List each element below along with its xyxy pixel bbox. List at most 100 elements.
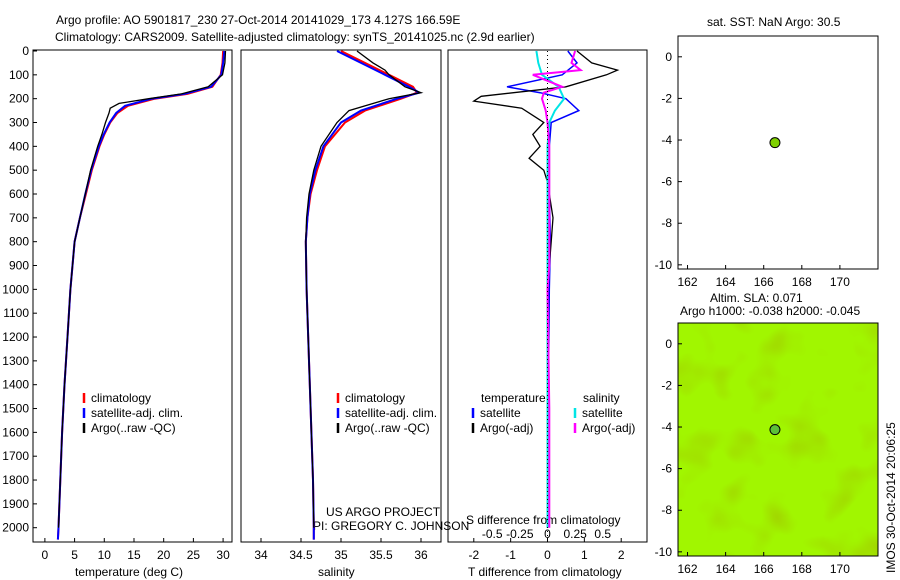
depth-tick-label: 800 (9, 235, 29, 249)
sla_map-y-tick-label: 0 (665, 337, 672, 351)
temperature-x-tick-label: 0 (42, 548, 49, 562)
difference-top-tick-label: -0.5 (482, 527, 503, 541)
sst_map-y-tick-label: -6 (661, 175, 672, 189)
temperature-satellite-line (56, 50, 226, 540)
sla_map-x-tick-label: 164 (716, 562, 736, 576)
sst_map-y-tick-label: -4 (661, 133, 672, 147)
salinity-legend-label: satellite-adj. clim. (345, 406, 437, 420)
temperature-x-tick-label: 30 (216, 548, 230, 562)
sla-map-frame (677, 322, 879, 557)
sla_map-y-tick-label: -8 (661, 503, 672, 517)
temperature-x-tick-label: 25 (187, 548, 201, 562)
depth-tick-label: 2000 (2, 521, 29, 535)
sla_map-x-tick-label: 162 (678, 562, 698, 576)
temperature-x-tick-label: 15 (127, 548, 141, 562)
depth-tick-label: 700 (9, 211, 29, 225)
figure-title-line2: Climatology: CARS2009. Satellite-adjuste… (55, 30, 535, 44)
depth-tick-label: 600 (9, 187, 29, 201)
difference-x-tick-label: 0 (544, 548, 551, 562)
difference-legend-temp-label: satellite (480, 406, 521, 420)
sst_map-y-tick-label: 0 (665, 50, 672, 64)
salinity-argo-line (305, 50, 424, 528)
depth-tick-label: 900 (9, 259, 29, 273)
depth-tick-label: 1600 (2, 425, 29, 439)
salinity-x-tick-label: 34.5 (289, 548, 313, 562)
difference-x-tick-label: -1 (505, 548, 516, 562)
figure-title-line1: Argo profile: AO 5901817_230 27-Oct-2014… (56, 13, 460, 27)
sst-map-title: sat. SST: NaN Argo: 30.5 (707, 15, 841, 29)
temperature-x-tick-label: 20 (157, 548, 171, 562)
sla_map-y-tick-label: -10 (655, 545, 673, 559)
sst_map-x-tick-label: 168 (792, 275, 812, 289)
sla_map-x-tick-label: 170 (830, 562, 850, 576)
temperature-x-tick-label: 5 (71, 548, 78, 562)
t-diff-argo-line (472, 50, 620, 528)
depth-tick-label: 300 (9, 116, 29, 130)
difference-top-tick-label: -0.25 (506, 527, 534, 541)
sla-map-field (678, 323, 878, 556)
difference-top-tick-label: 0 (544, 527, 551, 541)
difference-x-tick-label: -2 (468, 548, 479, 562)
temperature-climatology-line (56, 50, 225, 540)
sla_map-y-tick-label: -4 (661, 420, 672, 434)
project-annotation-line2: PI: GREGORY C. JOHNSON (313, 519, 469, 533)
difference-legend-sal-label: Argo(-adj) (582, 421, 635, 435)
sla_map-y-tick-label: -2 (661, 378, 672, 392)
sla_map-argo-position-dot (769, 424, 781, 436)
salinity-x-tick-label: 36 (414, 548, 428, 562)
difference-xlabel: T difference from climatology (468, 565, 622, 579)
difference-legend-header: salinity (583, 391, 620, 405)
depth-tick-label: 1500 (2, 402, 29, 416)
salinity-satellite-line (304, 50, 423, 540)
depth-tick-label: 1000 (2, 282, 29, 296)
sst-map-frame (677, 35, 879, 270)
sst_map-x-tick-label: 162 (678, 275, 698, 289)
sla_map-x-tick-label: 166 (754, 562, 774, 576)
depth-tick-label: 500 (9, 163, 29, 177)
difference-legend-sal-label: satellite (582, 406, 623, 420)
depth-tick-label: 1700 (2, 449, 29, 463)
chart-marks: 0100200300400500600700800900100011001200… (2, 44, 850, 576)
sst_map-y-tick-label: -10 (655, 258, 673, 272)
salinity-x-tick-label: 34 (254, 548, 268, 562)
depth-tick-label: 100 (9, 68, 29, 82)
t-diff-satellite-line (506, 50, 581, 528)
temperature-panel-frame (32, 49, 233, 543)
temperature-legend-label: satellite-adj. clim. (91, 406, 183, 420)
sst_map-y-tick-label: -8 (661, 216, 672, 230)
depth-tick-label: 1300 (2, 354, 29, 368)
salinity-x-tick-label: 35 (334, 548, 348, 562)
depth-tick-label: 400 (9, 139, 29, 153)
difference-top-tick-label: 0.25 (563, 527, 587, 541)
difference-legend-header: temperature (481, 391, 546, 405)
depth-tick-label: 1400 (2, 378, 29, 392)
temperature-x-tick-label: 10 (98, 548, 112, 562)
temperature-xlabel: temperature (deg C) (75, 565, 183, 579)
depth-tick-label: 1100 (3, 306, 29, 320)
sla-map-title-line1: Altim. SLA: 0.071 (710, 291, 803, 305)
temperature-argo-line (57, 50, 227, 528)
depth-tick-label: 1800 (2, 473, 29, 487)
difference-top-tick-label: 0.5 (594, 527, 611, 541)
sst_map-argo-position-dot (769, 137, 781, 149)
depth-tick-label: 1200 (2, 330, 29, 344)
sla_map-y-tick-label: -6 (661, 462, 672, 476)
difference-x-tick-label: 1 (581, 548, 588, 562)
salinity-xlabel: salinity (318, 565, 355, 579)
difference-x-tick-label: 2 (618, 548, 625, 562)
depth-tick-label: 0 (22, 44, 29, 58)
difference-xlabel-top: S difference from climatology (466, 513, 621, 527)
sla_map-x-tick-label: 168 (792, 562, 812, 576)
salinity-x-tick-label: 35.5 (369, 548, 393, 562)
depth-tick-label: 200 (9, 92, 29, 106)
salinity-legend-label: Argo(..raw -QC) (345, 421, 430, 435)
project-annotation-line1: US ARGO PROJECT (326, 505, 441, 519)
temperature-legend-label: climatology (91, 391, 151, 405)
sla-map-title-line2: Argo h1000: -0.038 h2000: -0.045 (680, 304, 860, 318)
sst_map-y-tick-label: -2 (661, 91, 672, 105)
temperature-legend-label: Argo(..raw -QC) (91, 421, 176, 435)
sst_map-x-tick-label: 166 (754, 275, 774, 289)
sst_map-x-tick-label: 164 (716, 275, 736, 289)
depth-tick-label: 1900 (2, 497, 29, 511)
